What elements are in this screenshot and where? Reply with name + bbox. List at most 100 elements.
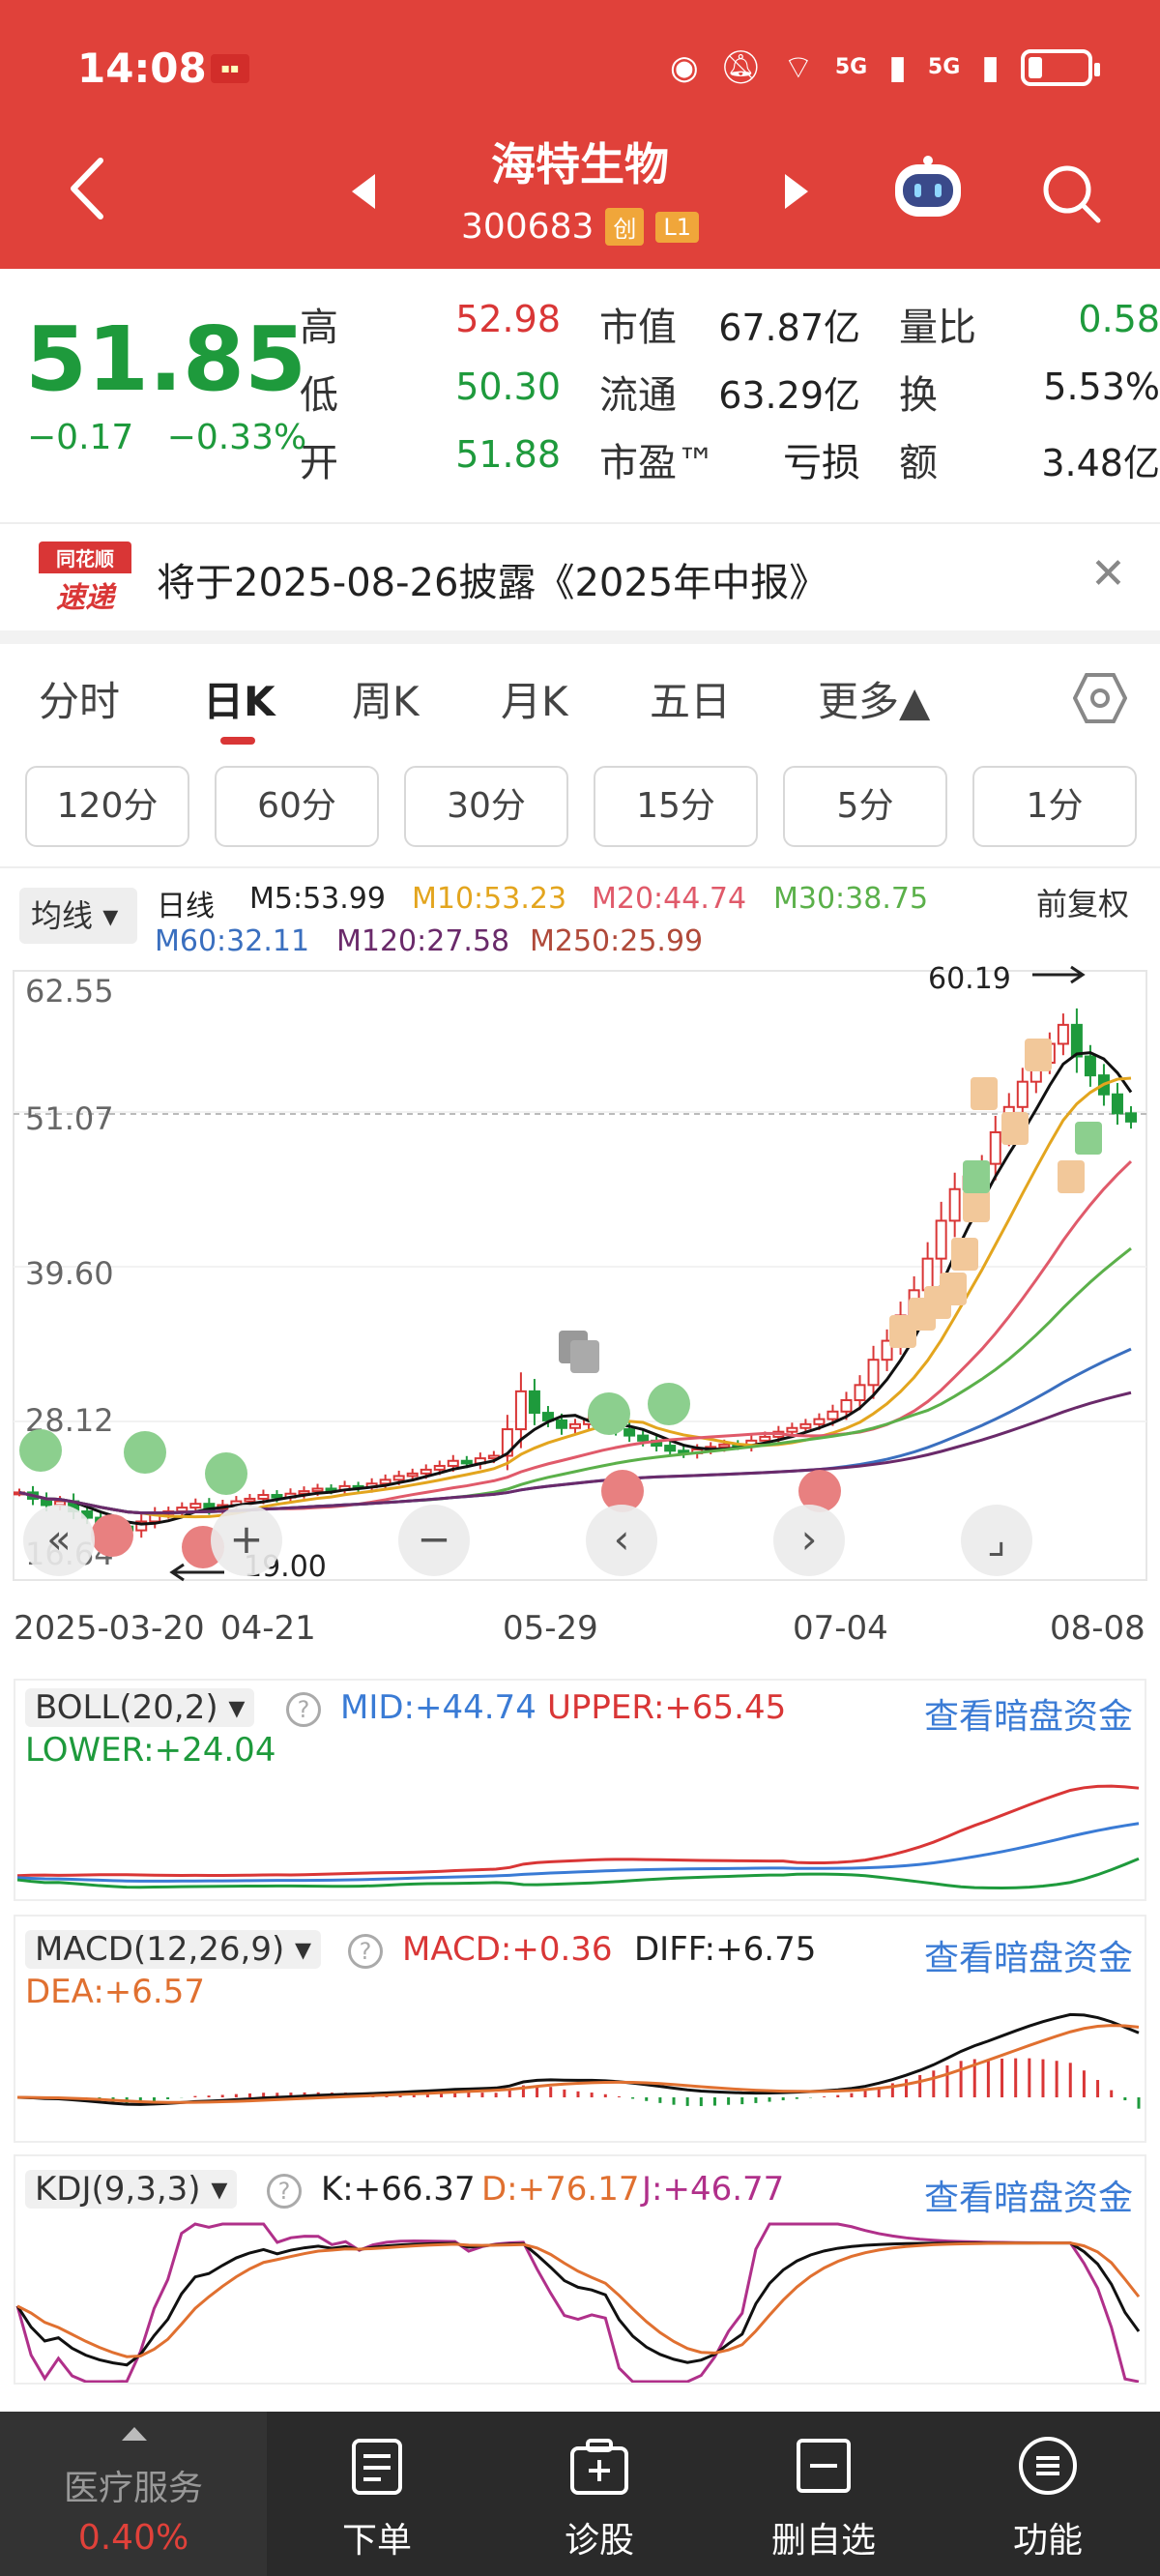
- remove-watchlist-icon[interactable]: [795, 2437, 853, 2495]
- pe-label: 市盈™: [599, 441, 715, 485]
- signal-icon-2: ▮: [981, 47, 1000, 87]
- candle: [460, 1459, 473, 1465]
- menu-icon[interactable]: [1017, 2435, 1079, 2497]
- candle: [813, 1418, 826, 1425]
- order-icon[interactable]: [350, 2437, 404, 2497]
- news-text[interactable]: 将于2025-08-26披露《2025年中报》: [157, 561, 828, 605]
- x-tick-2: 04-21: [220, 1609, 316, 1648]
- candle: [528, 1390, 540, 1415]
- boll-selector[interactable]: BOLL(20,2) ▾: [25, 1688, 255, 1727]
- boll-chart: [16, 1784, 1140, 1890]
- tab-five-day[interactable]: 五日: [650, 678, 732, 725]
- high-mark: 60.19: [928, 962, 1011, 996]
- candle: [637, 1434, 650, 1442]
- tab-daily[interactable]: 日K: [203, 678, 276, 725]
- adjust-mode[interactable]: 前复权: [1036, 886, 1130, 922]
- macd-panel: [14, 1915, 1146, 2143]
- news-logo-bottom: 速递: [56, 581, 114, 615]
- ma250-value: M250:25.99: [530, 924, 704, 958]
- count-badge-icon: [963, 1189, 990, 1222]
- search-icon[interactable]: [1040, 162, 1102, 224]
- float-label: 流通: [599, 373, 677, 418]
- kline-chart[interactable]: 62.55 51.07 39.60 28.12 16.64 60.19 19.0…: [0, 957, 1160, 1595]
- x-tick-4: 07-04: [793, 1609, 888, 1648]
- settings-hex-icon[interactable]: [1073, 671, 1127, 725]
- candle: [298, 1490, 310, 1495]
- volume-ratio-label: 量比: [899, 306, 976, 350]
- next-stock-icon[interactable]: [783, 172, 812, 211]
- macd-darkpool-link[interactable]: 查看暗盘资金: [923, 1939, 1133, 1978]
- candle: [1016, 1080, 1029, 1108]
- prev-stock-icon[interactable]: [348, 172, 377, 211]
- ma-selector[interactable]: 均线 ▾: [19, 888, 137, 944]
- next-candle-icon[interactable]: ›: [773, 1505, 845, 1576]
- kdj-selector[interactable]: KDJ(9,3,3) ▾: [25, 2170, 238, 2209]
- ma5-value: M5:53.99: [249, 882, 386, 916]
- prev-candle-icon[interactable]: ‹: [586, 1505, 657, 1576]
- kdj-darkpool-link[interactable]: 查看暗盘资金: [923, 2179, 1133, 2218]
- tab-intraday[interactable]: 分时: [39, 678, 121, 725]
- remove-watchlist-label[interactable]: 删自选: [770, 2521, 876, 2561]
- sector-tab[interactable]: 医疗服务 0.40%: [0, 2412, 267, 2576]
- count-badge-icon: [963, 1160, 990, 1193]
- candle: [989, 1130, 1001, 1165]
- amount-value: 3.48亿: [1041, 442, 1160, 484]
- bottom-nav: 医疗服务 0.40% 下单 诊股 删自选 功能: [0, 2412, 1160, 2576]
- open-label: 开: [300, 441, 338, 485]
- candle: [257, 1494, 270, 1500]
- notification-icon: ▪▪: [211, 54, 249, 83]
- stock-code: 300683: [460, 207, 594, 247]
- min-120-button[interactable]: 120分: [25, 766, 189, 847]
- min-30-button[interactable]: 30分: [404, 766, 568, 847]
- fullscreen-icon[interactable]: ⌟: [961, 1505, 1032, 1576]
- turnover-label: 换: [899, 373, 938, 418]
- tab-weekly[interactable]: 周K: [352, 678, 420, 725]
- min-15-button[interactable]: 15分: [594, 766, 758, 847]
- scroll-left-icon[interactable]: «: [23, 1505, 95, 1576]
- macd-diff-line: [16, 2012, 1140, 2106]
- price-change: −0.17 −0.33%: [27, 418, 306, 457]
- tab-monthly[interactable]: 月K: [501, 678, 568, 725]
- y-tick-2: 51.07: [25, 1100, 114, 1137]
- boll-mid: MID:+44.74: [340, 1688, 536, 1727]
- x-tick-1: 2025-03-20: [14, 1609, 205, 1648]
- help-icon[interactable]: ?: [267, 2174, 302, 2209]
- boll-darkpool-link[interactable]: 查看暗盘资金: [923, 1697, 1133, 1737]
- min-1-button[interactable]: 1分: [972, 766, 1137, 847]
- boll-selector-label: BOLL(20,2): [35, 1688, 218, 1727]
- float-value: 63.29亿: [718, 374, 860, 417]
- kdj-selector-label: KDJ(9,3,3): [35, 2170, 201, 2209]
- candle: [1070, 1023, 1083, 1058]
- diagnose-icon[interactable]: [568, 2437, 630, 2497]
- close-icon[interactable]: ✕: [1090, 549, 1126, 599]
- candle: [840, 1399, 853, 1413]
- macd-selector[interactable]: MACD(12,26,9) ▾: [25, 1930, 322, 1969]
- candle: [135, 1520, 148, 1532]
- help-icon[interactable]: ?: [348, 1934, 383, 1969]
- candle: [311, 1487, 324, 1493]
- candle: [569, 1422, 581, 1429]
- order-label[interactable]: 下单: [341, 2521, 412, 2561]
- min-5-button[interactable]: 5分: [783, 766, 947, 847]
- zoom-out-icon[interactable]: −: [398, 1505, 470, 1576]
- robot-assistant-icon[interactable]: [887, 155, 969, 222]
- low-mark-arrow-head: [169, 1563, 185, 1582]
- header-bar: 14:08 ▪▪ ◉ 🔕︎ ⌔ 5G ▮ 5G ▮ 海特生物 300683 创 …: [0, 0, 1160, 269]
- help-icon[interactable]: ?: [286, 1692, 321, 1727]
- mcap-label: 市值: [599, 306, 677, 350]
- low-label: 低: [300, 373, 338, 418]
- back-arrow-icon[interactable]: [68, 155, 106, 222]
- mute-icon: 🔕︎: [719, 47, 762, 87]
- news-banner[interactable]: 同花顺 速递 将于2025-08-26披露《2025年中报》 ✕: [0, 522, 1160, 629]
- diagnose-label[interactable]: 诊股: [564, 2521, 634, 2561]
- stock-name: 海特生物: [491, 138, 669, 190]
- zoom-in-icon[interactable]: +: [211, 1505, 282, 1576]
- tab-more[interactable]: 更多▲: [818, 678, 931, 725]
- candle: [1084, 1055, 1096, 1077]
- candle: [325, 1487, 337, 1492]
- function-label[interactable]: 功能: [1012, 2521, 1083, 2561]
- boll-upper: UPPER:+65.45: [547, 1688, 787, 1727]
- macd-chart: [16, 2012, 1141, 2109]
- min-60-button[interactable]: 60分: [215, 766, 379, 847]
- count-badge-icon: [971, 1077, 998, 1110]
